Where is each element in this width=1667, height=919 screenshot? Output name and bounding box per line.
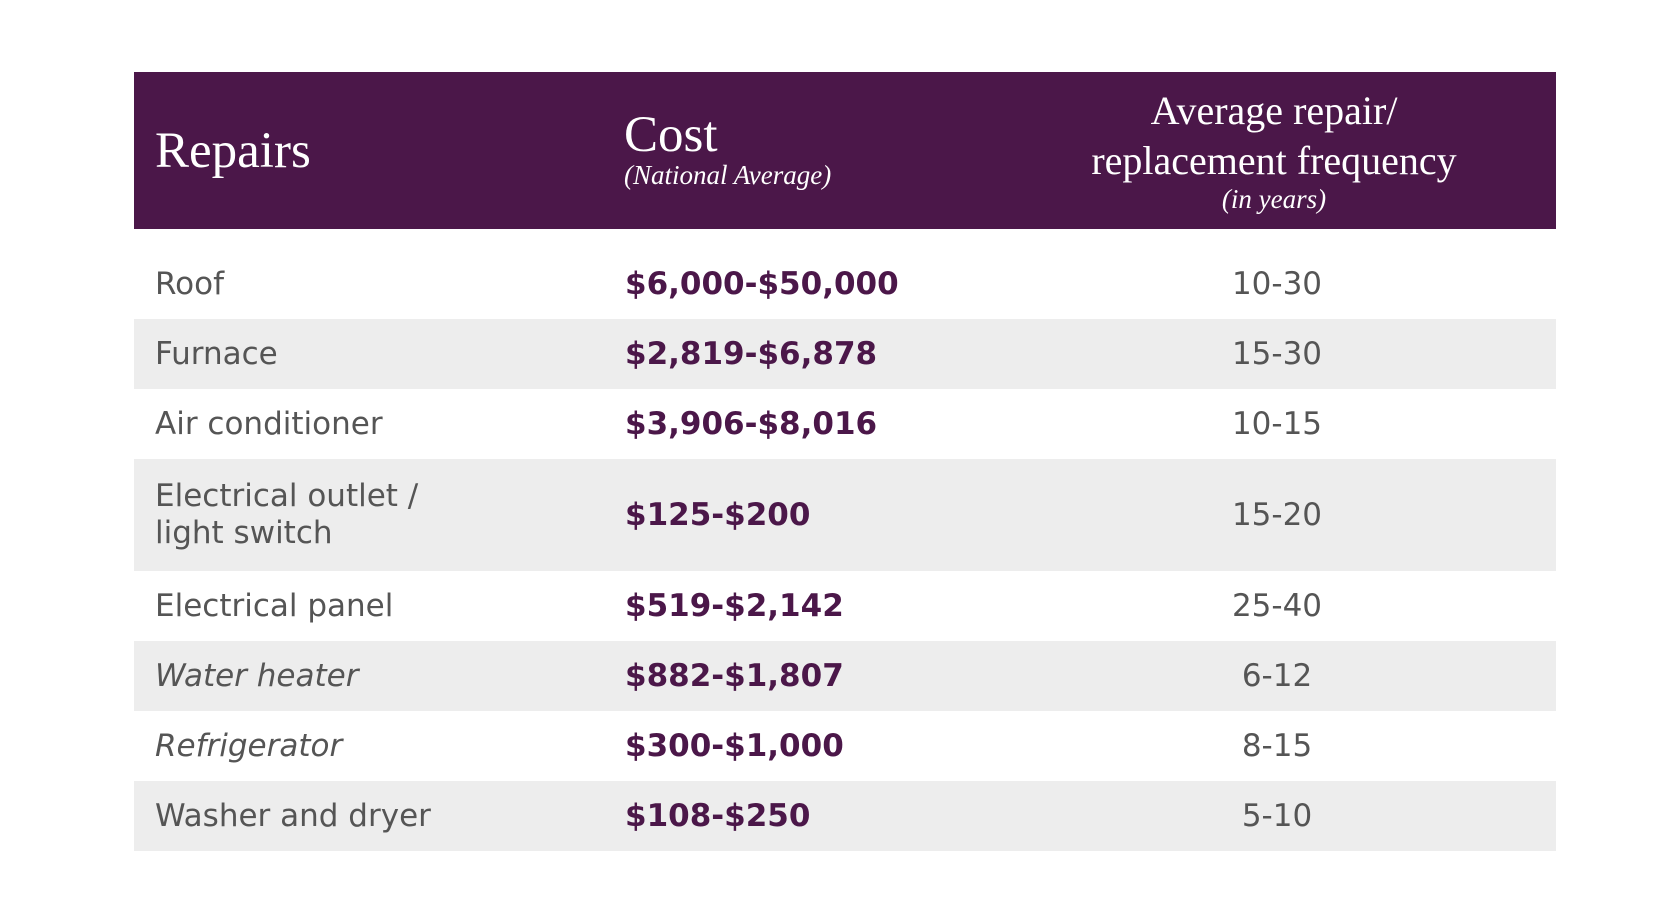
repair-name: Electrical panel <box>155 587 394 624</box>
repair-frequency: 6-12 <box>1241 658 1313 694</box>
table-row: Electrical panel $519-$2,142 25-40 <box>134 571 1556 641</box>
table-row: Water heater $882-$1,807 6-12 <box>134 641 1556 711</box>
repair-cost: $519-$2,142 <box>625 588 844 624</box>
table-row: Furnace $2,819-$6,878 15-30 <box>134 319 1556 389</box>
repair-cost: $882-$1,807 <box>625 658 844 694</box>
repair-cost: $125-$200 <box>625 497 811 533</box>
repair-name: Water heater <box>155 657 359 694</box>
repair-cost: $108-$250 <box>625 798 811 834</box>
header-cost-subtitle: (National Average) <box>624 160 832 190</box>
header-frequency: Average repair/ replacement frequency (i… <box>1034 86 1514 214</box>
repair-frequency: 15-30 <box>1231 336 1323 372</box>
header-cost-title: Cost <box>624 107 718 163</box>
repair-frequency: 25-40 <box>1231 588 1323 624</box>
table-row: Air conditioner $3,906-$8,016 10-15 <box>134 389 1556 459</box>
table-header: Repairs Cost (National Average) Average … <box>134 72 1556 229</box>
table-body: Roof $6,000-$50,000 10-30 Furnace $2,819-$6,… <box>134 249 1556 851</box>
repair-name: Refrigerator <box>155 727 343 764</box>
repair-cost: $2,819-$6,878 <box>625 336 878 372</box>
repair-frequency: 15-20 <box>1231 497 1323 533</box>
repair-frequency: 10-30 <box>1231 266 1323 302</box>
header-cost: Cost (National Average) <box>624 107 832 190</box>
repair-name: Electrical outlet / light switch <box>155 478 419 551</box>
repair-name: Air conditioner <box>155 405 383 442</box>
table-row: Washer and dryer $108-$250 5-10 <box>134 781 1556 851</box>
repair-name: Furnace <box>155 335 278 372</box>
header-frequency-title: Average repair/ replacement frequency <box>1091 88 1457 183</box>
header-frequency-subtitle: (in years) <box>1221 184 1327 214</box>
header-repairs: Repairs <box>155 123 311 179</box>
repair-cost: $6,000-$50,000 <box>625 266 899 302</box>
repair-name: Roof <box>155 265 224 302</box>
table-row: Roof $6,000-$50,000 10-30 <box>134 249 1556 319</box>
repair-name: Washer and dryer <box>155 797 431 834</box>
repair-cost: $300-$1,000 <box>625 728 844 764</box>
cost-table: Repairs Cost (National Average) Average … <box>134 72 1556 851</box>
repair-cost: $3,906-$8,016 <box>625 406 878 442</box>
repair-frequency: 5-10 <box>1241 798 1313 834</box>
table-row: Refrigerator $300-$1,000 8-15 <box>134 711 1556 781</box>
repair-frequency: 8-15 <box>1241 728 1313 764</box>
table-row: Electrical outlet / light switch $125-$20… <box>134 459 1556 571</box>
repair-frequency: 10-15 <box>1231 406 1323 442</box>
